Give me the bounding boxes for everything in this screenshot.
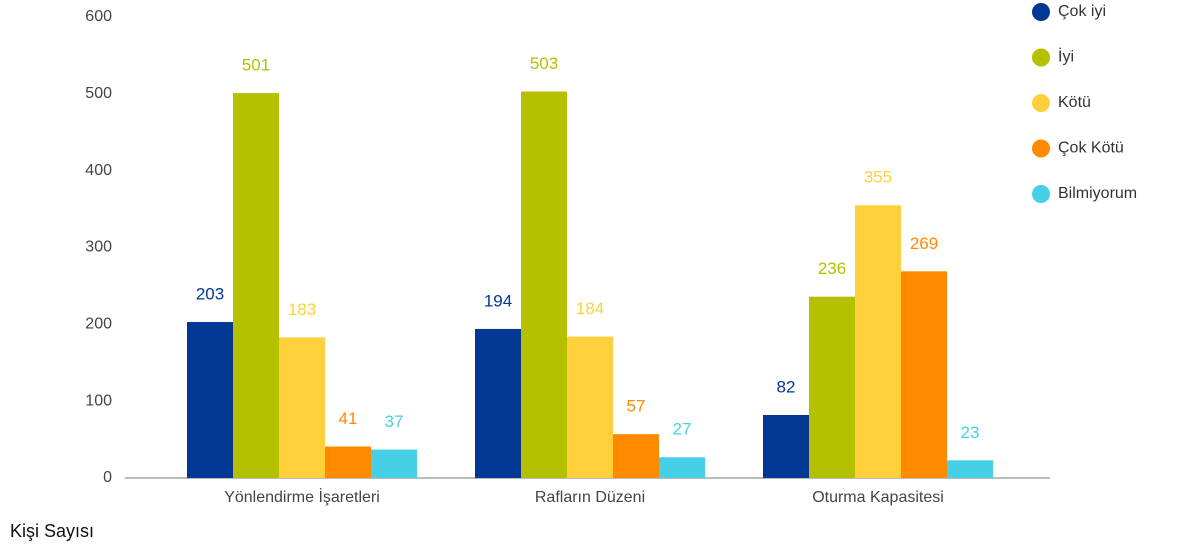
- legend-swatch: [1032, 185, 1050, 203]
- value-label: 236: [818, 259, 846, 278]
- bar: [855, 205, 901, 478]
- x-tick-label: Oturma Kapasitesi: [812, 489, 944, 506]
- value-label: 183: [288, 300, 316, 319]
- bar: [475, 328, 521, 478]
- y-tick-label: 200: [85, 316, 112, 333]
- legend-swatch: [1032, 139, 1050, 158]
- legend-label: Bilmiyorum: [1058, 185, 1137, 202]
- bar: [947, 460, 993, 478]
- value-label: 57: [627, 397, 646, 416]
- bar: [809, 296, 855, 478]
- y-tick-label: 600: [85, 8, 112, 25]
- x-tick-label: Rafların Düzeni: [535, 489, 645, 506]
- bar: [371, 449, 417, 478]
- legend-swatch: [1032, 48, 1050, 67]
- legend-label: Çok Kötü: [1058, 140, 1124, 157]
- value-label: 82: [777, 377, 796, 396]
- value-label: 23: [961, 423, 980, 442]
- y-tick-label: 300: [85, 239, 112, 256]
- value-label: 203: [196, 285, 224, 304]
- bar: [187, 322, 233, 478]
- legend-label: Çok iyi: [1058, 3, 1106, 20]
- value-label: 501: [242, 56, 270, 75]
- bar: [901, 271, 947, 478]
- value-label: 355: [864, 168, 892, 187]
- value-label: 37: [385, 412, 404, 431]
- y-tick-label: 500: [85, 85, 112, 102]
- legend-swatch: [1032, 3, 1050, 21]
- bar: [521, 91, 567, 479]
- value-label: 269: [910, 234, 938, 253]
- bar: [325, 446, 371, 478]
- bar: [659, 457, 705, 478]
- legend-label: Kötü: [1058, 94, 1091, 111]
- y-tick-label: 0: [103, 469, 112, 486]
- bar: [233, 93, 279, 478]
- bar: [763, 414, 809, 478]
- legend-label: İyi: [1058, 47, 1074, 66]
- bar: [279, 337, 325, 478]
- y-axis-label: Kişi Sayısı: [10, 521, 94, 541]
- value-label: 27: [673, 420, 692, 439]
- y-tick-label: 100: [85, 392, 112, 409]
- value-label: 503: [530, 54, 558, 73]
- value-label: 194: [484, 291, 512, 310]
- x-tick-label: Yönlendirme İşaretleri: [224, 487, 380, 506]
- legend-swatch: [1032, 94, 1050, 112]
- bar: [613, 434, 659, 478]
- y-tick-label: 400: [85, 162, 112, 179]
- bar: [567, 336, 613, 478]
- value-label: 184: [576, 299, 604, 318]
- value-label: 41: [339, 409, 358, 428]
